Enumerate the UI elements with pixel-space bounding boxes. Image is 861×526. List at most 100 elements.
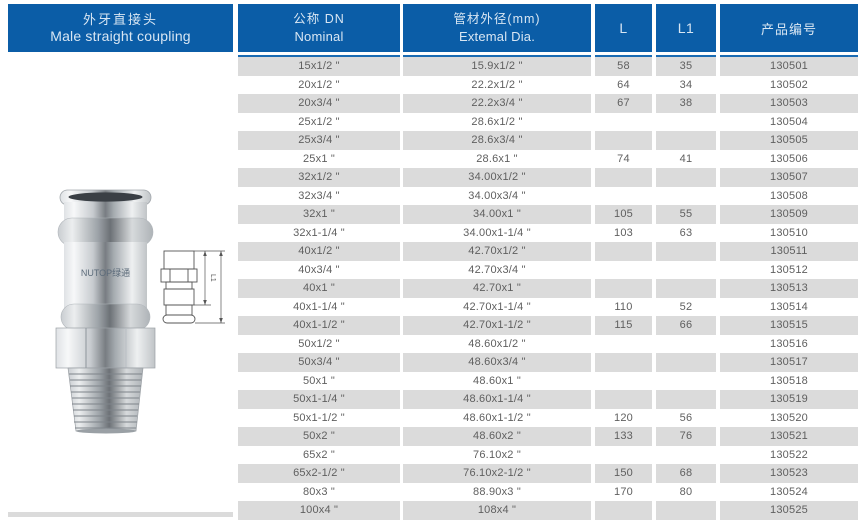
- cell-code-row-5: 130505: [720, 131, 858, 150]
- cell-l-row-9: 105: [595, 205, 652, 224]
- cell-code-row-24: 130524: [770, 485, 808, 498]
- cell-l-row-19: [595, 390, 652, 409]
- cell-l1-row-5: [656, 131, 716, 150]
- dim-label-l1: L1: [209, 274, 216, 282]
- cell-l1-row-10: 63: [679, 226, 693, 239]
- cell-external-row-16: 48.60x1/2 ": [468, 337, 526, 350]
- column-header-nominal-en: Nominal: [294, 29, 344, 44]
- cell-nominal-row-16: 50x1/2 ": [298, 337, 340, 350]
- column-header-nominal: 公称 DN Nominal: [238, 4, 400, 52]
- column-nominal: 公称 DN Nominal 15x1/2 " 20x1/2 " 20x3/4 " 25…: [238, 4, 400, 526]
- cell-l1-row-1: 35: [656, 57, 716, 76]
- cell-nominal-row-12: 40x3/4 ": [298, 263, 340, 276]
- accent-bar: [595, 55, 652, 57]
- cell-l1-row-24: 80: [679, 485, 693, 498]
- cell-l1-row-4: [656, 113, 716, 132]
- cell-code-row-20: 130520: [770, 411, 808, 424]
- cell-external-row-20: 48.60x1-1/2 ": [463, 411, 531, 424]
- cell-code-row-8: 130508: [770, 189, 808, 202]
- cell-code-row-3: 130503: [720, 94, 858, 113]
- column-rows-nominal: 15x1/2 " 20x1/2 " 20x3/4 " 25x1/2 " 25x3/4 "…: [238, 57, 400, 520]
- cell-external-row-17: 48.60x3/4 ": [403, 353, 591, 372]
- cell-nominal-row-19: 50x1-1/4 ": [238, 390, 400, 409]
- cell-nominal-row-3: 20x3/4 ": [238, 94, 400, 113]
- cell-nominal-row-14: 40x1-1/4 ": [293, 300, 345, 313]
- photo-hex-nut: [55, 327, 156, 369]
- cell-code-row-1: 130501: [720, 57, 858, 76]
- photo-opening: [68, 192, 143, 202]
- product-title-en: Male straight coupling: [50, 28, 191, 44]
- cell-code-row-15: 130515: [720, 316, 858, 335]
- cell-l-row-11: [595, 242, 652, 261]
- cell-l-row-16: [595, 335, 652, 354]
- cell-l-row-22: [595, 446, 652, 465]
- cell-external-row-24: 88.90x3 ": [473, 485, 521, 498]
- cell-code-row-13: 130513: [720, 279, 858, 298]
- cell-external-row-12: 42.70x3/4 ": [468, 263, 526, 276]
- column-header-l-label: L: [619, 20, 628, 36]
- drawing-extension-lines: [194, 250, 225, 324]
- cell-nominal-row-4: 25x1/2 ": [298, 115, 340, 128]
- brand-marking: NUTOP绿通: [81, 267, 130, 278]
- accent-bar: [656, 55, 716, 57]
- cell-external-row-2: 22.2x1/2 ": [471, 78, 523, 91]
- drawing-arrowheads: [203, 251, 223, 323]
- cell-external-row-15: 42.70x1-1/2 ": [403, 316, 591, 335]
- cell-external-row-5: 28.6x3/4 ": [403, 131, 591, 150]
- cell-l-row-12: [595, 261, 652, 280]
- column-rows-code: 130501 130502 130503 130504 130505 130506 1305…: [720, 57, 858, 520]
- cell-nominal-row-8: 32x3/4 ": [298, 189, 340, 202]
- cell-external-row-7: 34.00x1/2 ": [403, 168, 591, 187]
- column-product-code: 产品编号 130501 130502 130503 130504 130505 13050…: [720, 4, 858, 526]
- column-header-external-zh: 管材外径(mm): [453, 12, 541, 26]
- cell-code-row-14: 130514: [770, 300, 808, 313]
- product-title-zh: 外牙直接头: [82, 12, 158, 27]
- cell-l-row-1: 58: [595, 57, 652, 76]
- cell-code-row-2: 130502: [770, 78, 808, 91]
- cell-l-row-24: 170: [614, 485, 633, 498]
- cell-l-row-6: 74: [617, 152, 630, 165]
- column-rows-external: 15.9x1/2 " 22.2x1/2 " 22.2x3/4 " 28.6x1/2 "…: [403, 57, 591, 520]
- dimension-drawing: L1: [160, 250, 225, 324]
- column-header-external-en: Extemal Dia.: [458, 29, 536, 44]
- product-panel: 外牙直接头 Male straight coupling: [8, 4, 233, 526]
- cell-l-row-2: 64: [617, 78, 630, 91]
- cell-code-row-16: 130516: [770, 337, 808, 350]
- cell-code-row-12: 130512: [770, 263, 808, 276]
- column-l1: L1 35 34 38 41 55 63 52 66 56 76 68 80: [656, 4, 716, 526]
- product-illustration-area: NUTOP绿通: [8, 52, 233, 526]
- cell-code-row-18: 130518: [770, 374, 808, 387]
- cell-code-row-22: 130522: [770, 448, 808, 461]
- cell-l1-row-16: [656, 335, 716, 354]
- cell-code-row-19: 130519: [720, 390, 858, 409]
- cell-l-row-10: 103: [614, 226, 633, 239]
- cell-external-row-21: 48.60x2 ": [403, 427, 591, 446]
- photo-lower-bulge: [60, 303, 151, 331]
- cell-l1-row-2: 34: [679, 78, 693, 91]
- cell-nominal-row-6: 25x1 ": [302, 152, 335, 165]
- cell-external-row-19: 48.60x1-1/4 ": [403, 390, 591, 409]
- column-header-external: 管材外径(mm) Extemal Dia.: [403, 4, 591, 52]
- cell-l1-row-6: 41: [679, 152, 693, 165]
- photo-body: [64, 242, 147, 308]
- cell-l-row-14: 110: [614, 300, 633, 313]
- column-header-code: 产品编号: [720, 4, 858, 52]
- column-header-code-label: 产品编号: [760, 21, 817, 37]
- accent-bar: [720, 55, 858, 57]
- cell-nominal-row-7: 32x1/2 ": [238, 168, 400, 187]
- cell-l1-row-18: [656, 372, 716, 391]
- cell-external-row-23: 76.10x2-1/2 ": [403, 464, 591, 483]
- cell-l1-row-25: [656, 501, 716, 520]
- cell-l-row-13: [595, 279, 652, 298]
- photo-bead: [57, 217, 154, 247]
- column-l: L 58 64 67 74 105 103 110 115 120 133 150 170: [595, 4, 652, 526]
- cell-code-row-7: 130507: [720, 168, 858, 187]
- cell-l1-row-14: 52: [679, 300, 693, 313]
- column-rows-l: 58 64 67 74 105 103 110 115 120 133 150 170: [595, 57, 652, 520]
- cell-nominal-row-1: 15x1/2 ": [238, 57, 400, 76]
- cell-external-row-22: 76.10x2 ": [473, 448, 521, 461]
- column-external-dia: 管材外径(mm) Extemal Dia. 15.9x1/2 " 22.2x1/2…: [403, 4, 591, 526]
- cell-nominal-row-13: 40x1 ": [238, 279, 400, 298]
- drawing-profile: [160, 250, 198, 324]
- cell-external-row-25: 108x4 ": [403, 501, 591, 520]
